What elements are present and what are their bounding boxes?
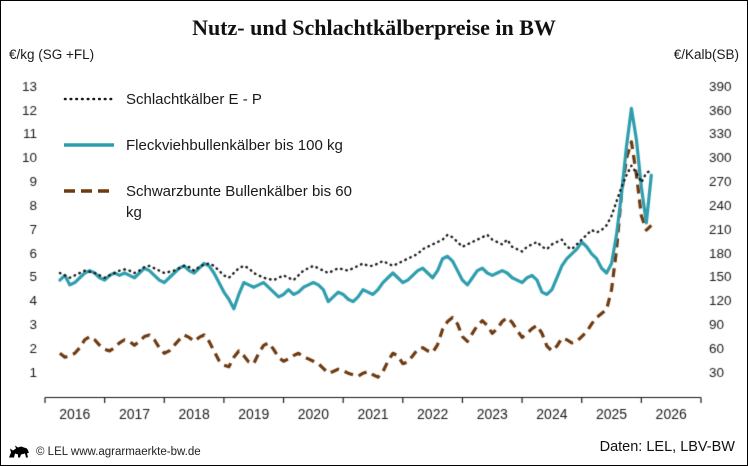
lel-logo-icon [9,445,29,458]
legend-label-fleckvieh: Fleckviehbullenkälber bis 100 kg [126,137,343,154]
dotted-line-icon [63,97,115,101]
copyright-text: © LEL www.agrarmaerkte-bw.de [36,445,201,458]
left-axis-unit-label: €/kg (SG +FL) [9,47,95,62]
right-axis-unit-label: €/Kalb(SB) [673,47,739,62]
data-source-text: Daten: LEL, LBV-BW [599,439,735,455]
chart-title: Nutz- und Schlachtkälberpreise in BW [192,15,556,40]
dashed-line-icon [64,189,114,193]
legend-label-schlachtkaelber: Schlachtkälber E - P [126,91,262,108]
legend-item-schwarzbunte: Schwarzbunte Bullenkälber bis 60 kg [63,181,358,223]
legend-item-schlachtkaelber: Schlachtkälber E - P [63,89,358,110]
footer-copyright: © LEL www.agrarmaerkte-bw.de [7,443,201,460]
solid-line-icon [64,143,114,147]
legend-label-schwarzbunte: Schwarzbunte Bullenkälber bis 60 kg [126,183,352,221]
legend-item-fleckvieh: Fleckviehbullenkälber bis 100 kg [63,135,358,156]
legend: Schlachtkälber E - P Fleckviehbullenkälb… [63,89,358,223]
